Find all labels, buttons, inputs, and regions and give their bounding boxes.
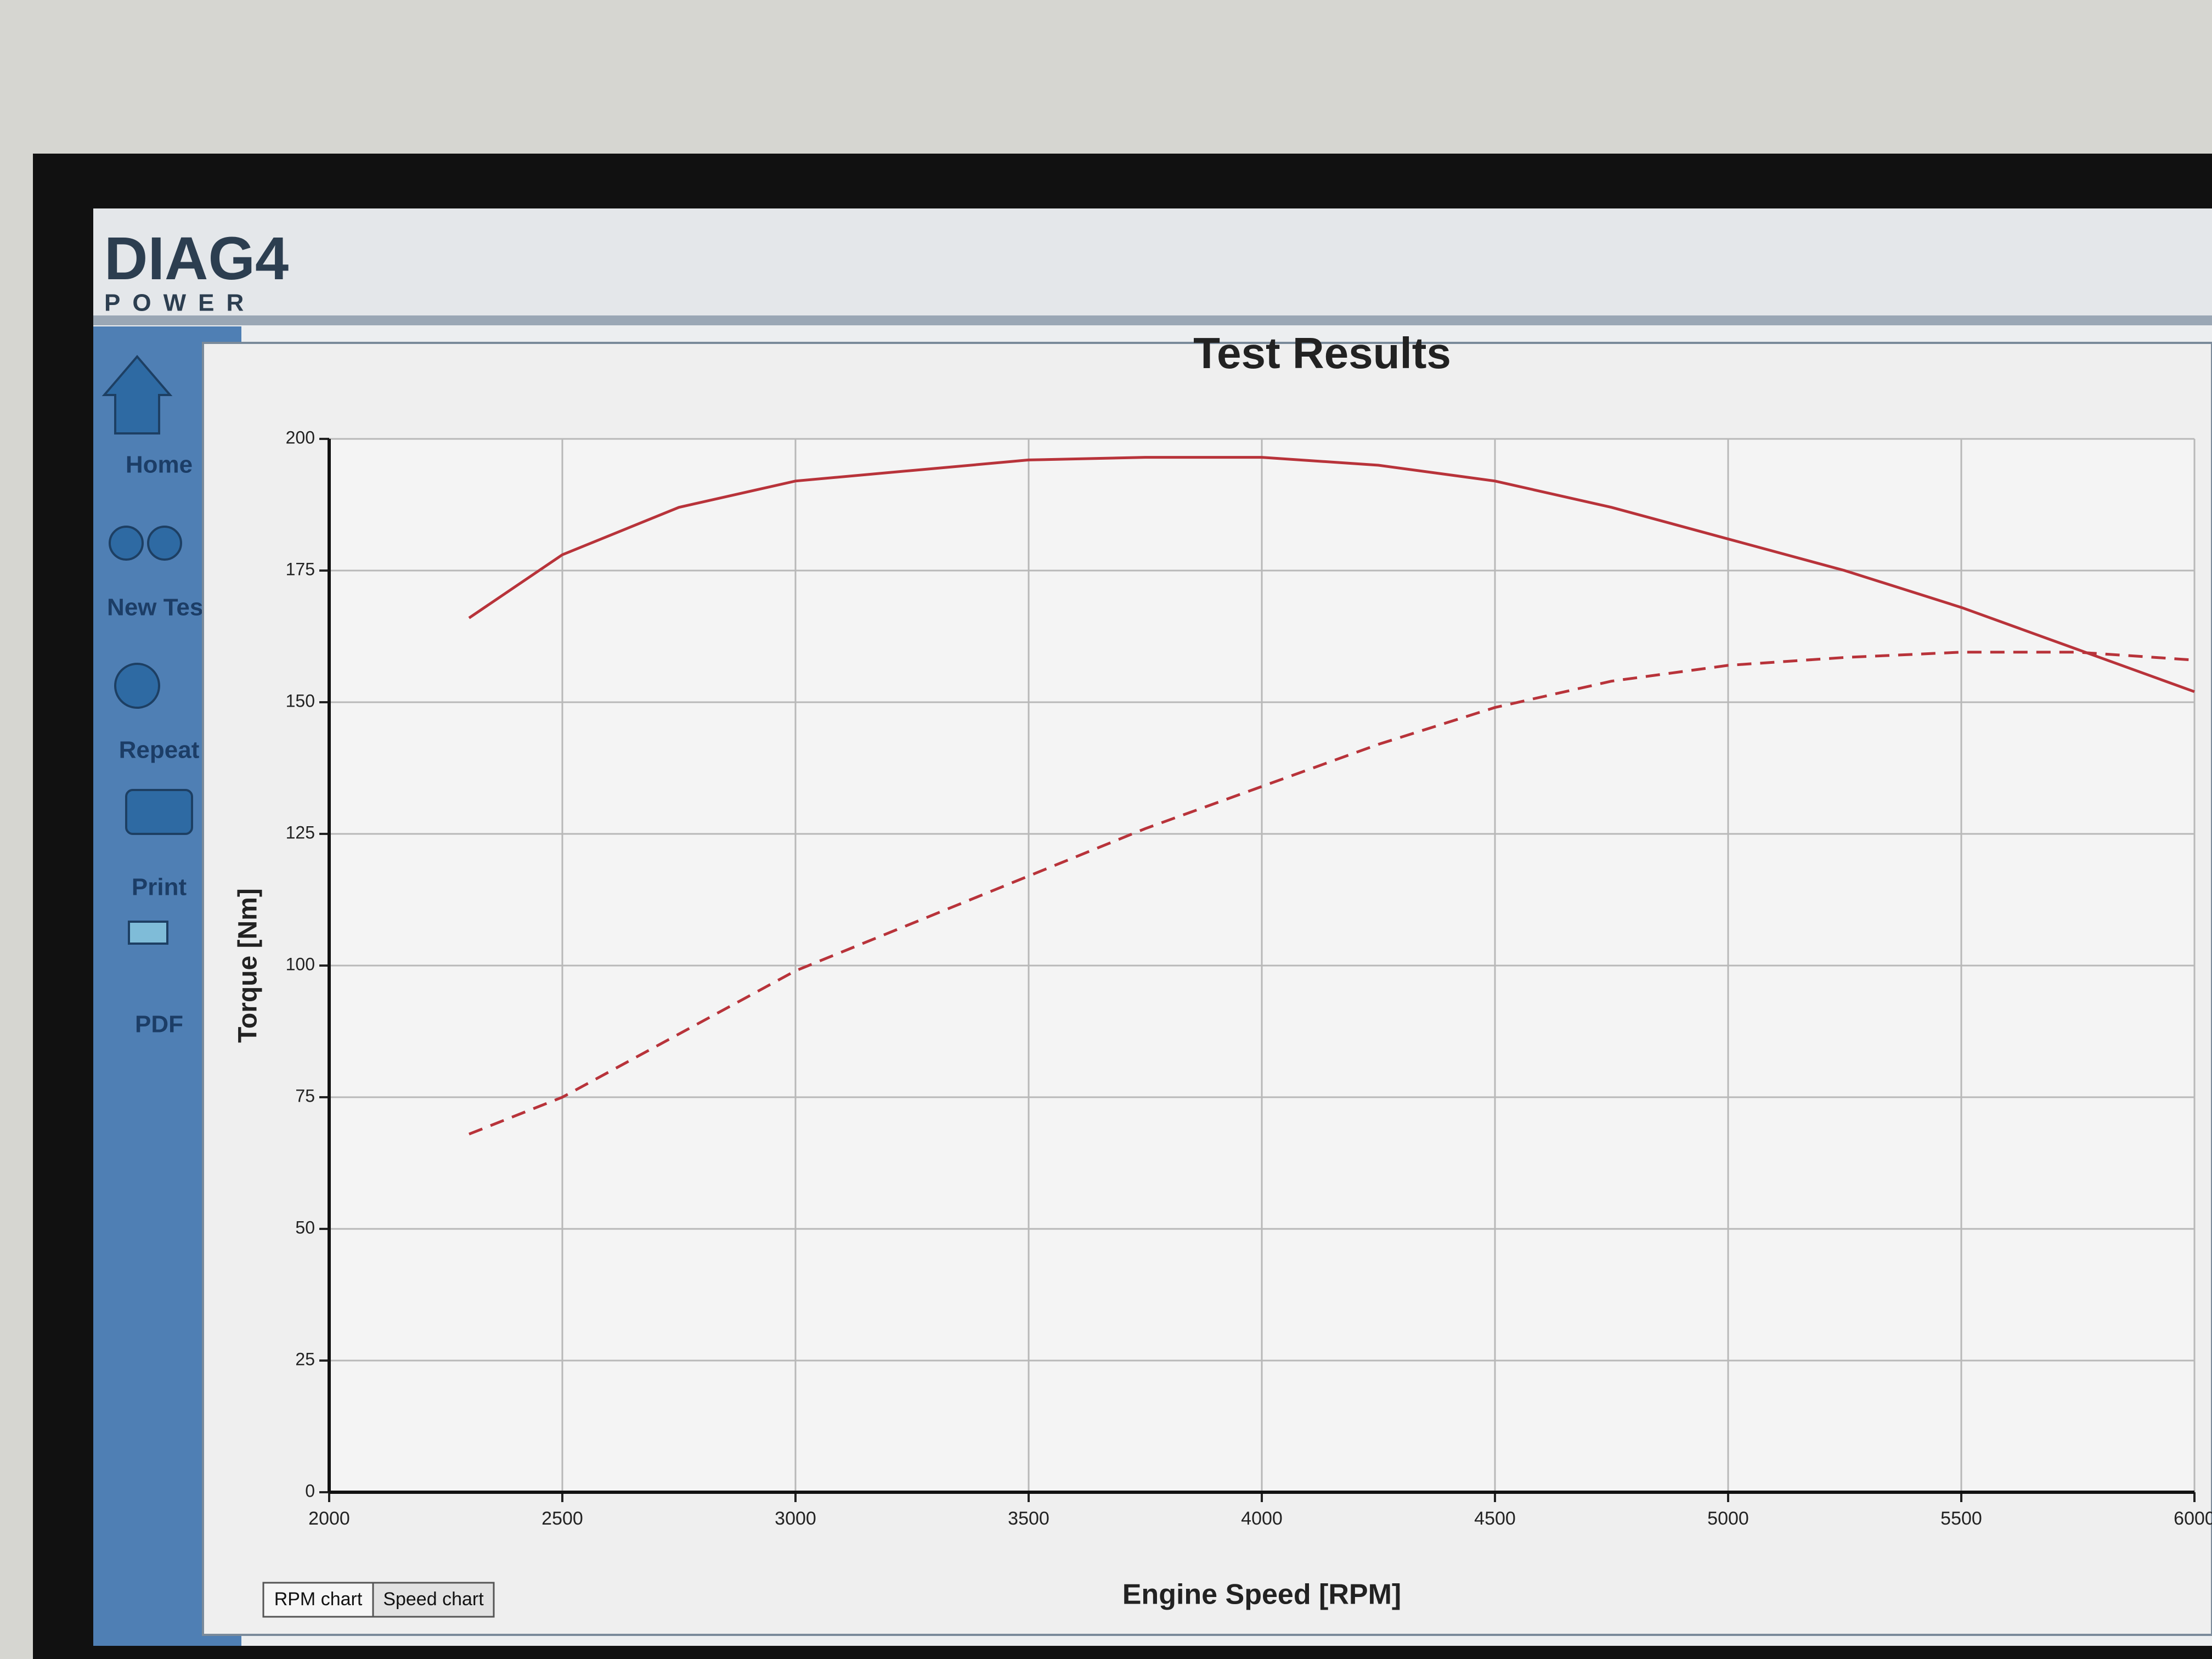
sidebar-button-label[interactable]: Home bbox=[126, 452, 193, 478]
x-tick-label: 6000 bbox=[2174, 1508, 2212, 1529]
sidebar-menu: Home New Test Repeat Print PDF bbox=[107, 452, 211, 1038]
y-tick-label: 200 bbox=[286, 427, 315, 447]
chart-title: Test Results bbox=[1193, 329, 1451, 377]
x-tick-label: 3000 bbox=[775, 1508, 816, 1529]
y-tick-label: 25 bbox=[295, 1349, 315, 1369]
tab-bar: RPM chart Speed chart bbox=[262, 1582, 495, 1618]
tab[interactable] bbox=[372, 1582, 495, 1618]
x-tick-label: 2000 bbox=[308, 1508, 350, 1529]
sidebar-button-label[interactable]: New Test bbox=[107, 594, 211, 621]
y-tick-label: 125 bbox=[286, 822, 315, 842]
tab-label[interactable]: Speed chart bbox=[383, 1589, 484, 1610]
x-tick-label: 4500 bbox=[1474, 1508, 1516, 1529]
x-tick-label: 5000 bbox=[1707, 1508, 1749, 1529]
y-axis-title: Torque [Nm] bbox=[234, 888, 263, 1043]
header-bar bbox=[93, 208, 2212, 324]
header-divider bbox=[93, 315, 2212, 325]
new-test-icon bbox=[109, 526, 144, 561]
home-icon bbox=[101, 354, 173, 435]
sidebar-button-label[interactable]: Print bbox=[132, 874, 187, 901]
x-axis-title: Engine Speed [RPM] bbox=[1122, 1579, 1401, 1611]
y-tick-label: 150 bbox=[286, 691, 315, 710]
y-tick-label: 0 bbox=[305, 1481, 315, 1500]
data-line bbox=[469, 651, 2195, 1136]
x-tick-label: 2500 bbox=[541, 1508, 583, 1529]
sidebar-button-label[interactable]: PDF bbox=[135, 1011, 183, 1038]
new-test-icon bbox=[147, 526, 182, 561]
y-tick-label: 50 bbox=[295, 1217, 315, 1237]
data-line bbox=[468, 456, 2195, 693]
sidebar-button-label[interactable]: Repeat bbox=[119, 737, 200, 764]
x-tick-label: 4000 bbox=[1241, 1508, 1283, 1529]
y-tick-label: 100 bbox=[286, 954, 315, 974]
logo-sub: POWER bbox=[104, 290, 256, 317]
x-tick-label: 3500 bbox=[1008, 1508, 1049, 1529]
pdf-icon bbox=[128, 921, 168, 945]
y-tick-label: 175 bbox=[286, 559, 315, 579]
tab-label[interactable]: RPM chart bbox=[274, 1589, 363, 1610]
x-tick-label: 5500 bbox=[1940, 1508, 1982, 1529]
y-tick-label: 75 bbox=[295, 1086, 315, 1105]
logo: DIAG4 bbox=[104, 225, 289, 292]
repeat-icon bbox=[114, 663, 160, 709]
chart: Test Results 0 25 50 75 100 125 150 175 200 2000 25… bbox=[234, 329, 2212, 1611]
print-icon bbox=[125, 789, 193, 835]
sidebar-icons bbox=[101, 354, 193, 945]
